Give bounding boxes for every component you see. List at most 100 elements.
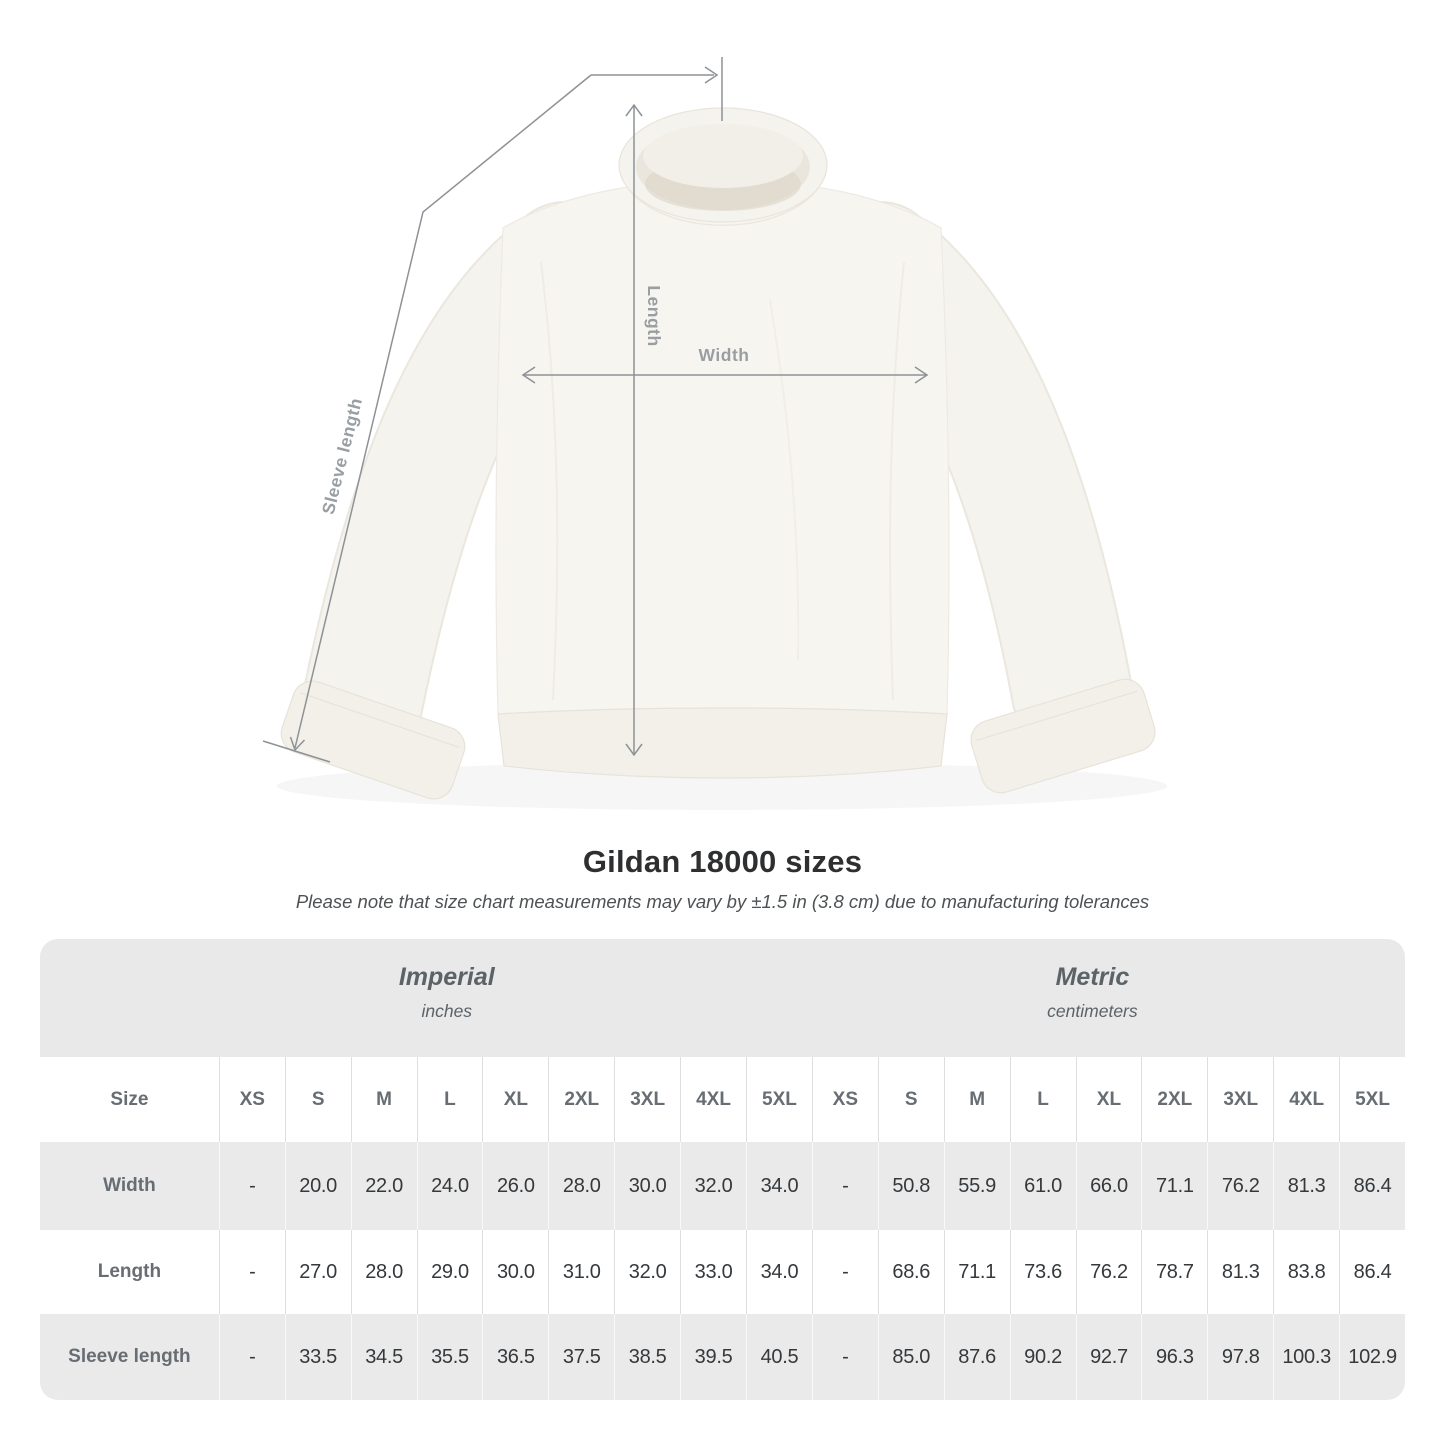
metric-group-title: Metric	[1055, 963, 1130, 991]
size-header-metric: S	[877, 1057, 944, 1142]
value-metric: 71.1	[1141, 1142, 1207, 1230]
table-row-width: Width -20.0 22.0 24.0 26.0 28.0 30.0 32.0 34.0-5…	[40, 1142, 1405, 1230]
value-imperial: 29.0	[416, 1230, 483, 1314]
value-imperial: 35.5	[416, 1314, 483, 1400]
value-imperial: 24.0	[416, 1142, 483, 1230]
size-header-imperial: XS	[218, 1057, 285, 1142]
size-header-imperial: 5XL	[746, 1057, 812, 1142]
size-header-imperial: S	[284, 1057, 351, 1142]
value-metric: 102.9	[1339, 1314, 1405, 1400]
value-imperial: 37.5	[548, 1314, 614, 1400]
value-metric: 55.9	[943, 1142, 1010, 1230]
torso	[495, 179, 950, 779]
value-metric: 68.6	[877, 1230, 944, 1314]
value-metric: 81.3	[1207, 1230, 1273, 1314]
value-metric: 86.4	[1339, 1230, 1405, 1314]
sleeve-bottom-tick	[262, 740, 331, 763]
size-header-imperial: XL	[482, 1057, 548, 1142]
value-metric: 83.8	[1273, 1230, 1339, 1314]
value-metric: -	[811, 1314, 878, 1400]
size-header-imperial: M	[350, 1057, 417, 1142]
value-imperial: 34.5	[350, 1314, 417, 1400]
metric-group-unit: centimeters	[1047, 1001, 1138, 1021]
value-metric: 71.1	[943, 1230, 1010, 1314]
size-header-imperial: 3XL	[614, 1057, 680, 1142]
value-imperial: 27.0	[284, 1230, 351, 1314]
size-column-header: Size	[110, 1088, 149, 1110]
value-imperial: 30.0	[614, 1142, 680, 1230]
product-measurement-figure: Width Length Sleeve length	[262, 57, 1156, 800]
value-imperial: 38.5	[614, 1314, 680, 1400]
size-header-imperial: L	[416, 1057, 483, 1142]
value-metric: -	[811, 1142, 878, 1230]
value-metric: 85.0	[877, 1314, 944, 1400]
value-imperial: 31.0	[548, 1230, 614, 1314]
imperial-group-title: Imperial	[398, 963, 495, 991]
size-table-body: Width -20.0 22.0 24.0 26.0 28.0 30.0 32.0 34.0-5…	[40, 1142, 1405, 1400]
value-metric: 61.0	[1009, 1142, 1076, 1230]
size-header-metric: 2XL	[1141, 1057, 1207, 1142]
size-header-metric: M	[943, 1057, 1010, 1142]
value-imperial: 33.5	[284, 1314, 351, 1400]
value-metric: -	[811, 1230, 878, 1314]
hem-band	[497, 707, 948, 779]
value-metric: 100.3	[1273, 1314, 1339, 1400]
page-title: Gildan 18000 sizes	[582, 844, 863, 879]
value-imperial: 32.0	[614, 1230, 680, 1314]
dimension-lines	[262, 57, 929, 763]
value-imperial: 28.0	[548, 1142, 614, 1230]
arrowhead-left	[521, 366, 536, 384]
row-label: Sleeve length	[68, 1346, 191, 1367]
row-label: Length	[97, 1261, 162, 1282]
arrowhead-right	[704, 66, 719, 84]
size-header-imperial: 2XL	[548, 1057, 614, 1142]
value-metric: 86.4	[1339, 1142, 1405, 1230]
size-table: Imperial inches Metric centimeters Size X…	[40, 939, 1405, 1400]
size-header-imperial: 4XL	[680, 1057, 746, 1142]
value-imperial: 30.0	[482, 1230, 548, 1314]
value-imperial: 22.0	[350, 1142, 417, 1230]
size-header-metric: XL	[1075, 1057, 1142, 1142]
size-header-metric: 4XL	[1273, 1057, 1339, 1142]
value-metric: 87.6	[943, 1314, 1010, 1400]
arrowhead-up	[625, 103, 643, 117]
value-metric: 90.2	[1009, 1314, 1076, 1400]
sweatshirt-photo: Width Length Sleeve length	[262, 57, 1156, 800]
size-header-metric: 3XL	[1207, 1057, 1273, 1142]
value-imperial: 34.0	[746, 1142, 812, 1230]
value-imperial: 28.0	[350, 1230, 417, 1314]
value-imperial: -	[218, 1230, 285, 1314]
value-imperial: 39.5	[680, 1314, 746, 1400]
value-metric: 73.6	[1009, 1230, 1076, 1314]
value-imperial: 32.0	[680, 1142, 746, 1230]
value-metric: 76.2	[1075, 1230, 1142, 1314]
value-metric: 66.0	[1075, 1142, 1142, 1230]
left-cuff	[280, 680, 466, 800]
imperial-group-unit: inches	[421, 1001, 473, 1021]
value-imperial: 34.0	[746, 1230, 812, 1314]
value-metric: 92.7	[1075, 1314, 1142, 1400]
imperial-group: Imperial inches	[399, 963, 495, 1022]
table-row-length: Length -27.0 28.0 29.0 30.0 31.0 32.0 33.0 34.0-…	[40, 1230, 1405, 1314]
size-header-metric: XS	[811, 1057, 878, 1142]
value-imperial: -	[218, 1142, 285, 1230]
arrowhead-down	[625, 743, 643, 757]
value-metric: 81.3	[1273, 1142, 1339, 1230]
width-dimension-label: Width	[699, 345, 750, 365]
arrowhead-right2	[914, 366, 929, 384]
size-header-metric: 5XL	[1339, 1057, 1405, 1142]
tolerance-note: Please note that size chart measurements…	[295, 891, 1150, 912]
right-cuff	[970, 678, 1156, 794]
collar	[618, 107, 828, 226]
value-imperial: 26.0	[482, 1142, 548, 1230]
value-imperial: 33.0	[680, 1230, 746, 1314]
value-imperial: 36.5	[482, 1314, 548, 1400]
length-dimension-label: Length	[644, 285, 664, 346]
size-header-row: Size XS S M L XL 2XL 3XL 4XL 5XL XS S M L XL 2XL 3XL 4XL 5…	[40, 1057, 1405, 1142]
row-label: Width	[103, 1175, 156, 1196]
size-header-metric: L	[1009, 1057, 1076, 1142]
value-metric: 50.8	[877, 1142, 944, 1230]
arrowhead-sleeve-end	[289, 736, 306, 752]
value-imperial: 40.5	[746, 1314, 812, 1400]
